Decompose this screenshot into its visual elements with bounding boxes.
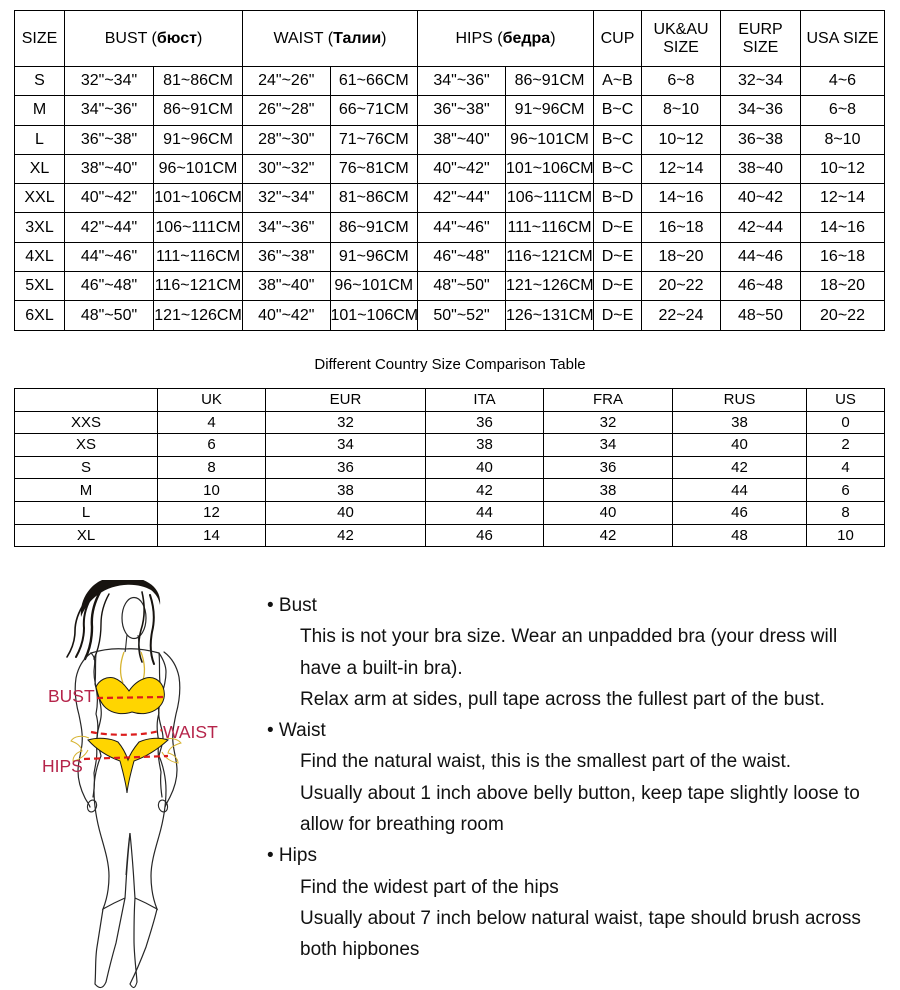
svg-text:WAIST: WAIST xyxy=(163,722,218,742)
svg-text:BUST: BUST xyxy=(48,686,95,706)
svg-text:HIPS: HIPS xyxy=(42,756,83,776)
